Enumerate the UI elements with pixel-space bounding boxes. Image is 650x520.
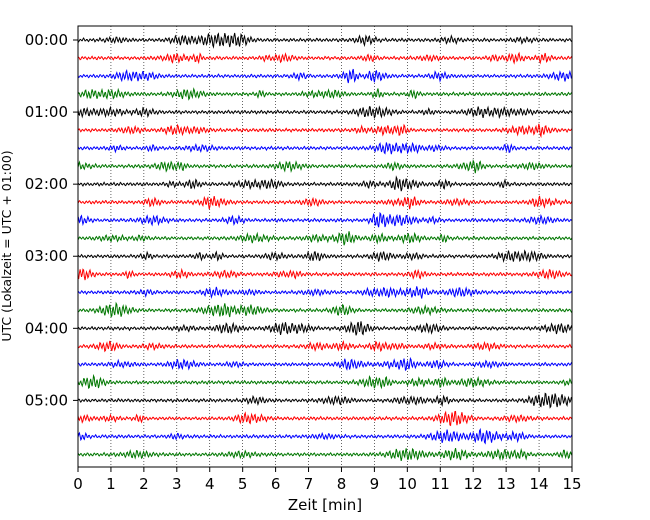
trace-line — [77, 373, 573, 390]
trace-line — [77, 32, 573, 49]
y-axis-ticks: 00:00 01:00 02:00 03:00 04:00 05:00 — [25, 31, 78, 409]
x-tick-label: 15 — [562, 475, 581, 493]
y-tick-label: 02:00 — [25, 175, 68, 193]
x-tick-label: 14 — [530, 475, 549, 493]
trace-line — [77, 211, 573, 228]
y-tick-label: 04:00 — [25, 319, 68, 337]
x-axis-ticks: 0 1 2 3 4 5 6 7 8 9 10 11 12 13 14 15 — [73, 467, 582, 493]
trace-line — [77, 159, 573, 174]
x-tick-label: 2 — [139, 475, 149, 493]
plot-frame — [77, 25, 573, 468]
trace-line — [77, 141, 573, 155]
trace-line — [77, 286, 573, 300]
trace-line — [77, 267, 573, 281]
y-tick-label: 00:00 — [25, 31, 68, 49]
trace-line — [77, 175, 573, 192]
trace-line — [77, 392, 573, 409]
x-tick-label: 8 — [337, 475, 347, 493]
trace-line — [77, 340, 573, 353]
trace-line — [77, 231, 573, 246]
x-tick-label: 9 — [370, 475, 380, 493]
y-tick-label: 03:00 — [25, 247, 68, 265]
y-tick-label: 05:00 — [25, 391, 68, 409]
trace-line — [77, 249, 573, 263]
x-tick-label: 0 — [73, 475, 83, 493]
trace-line — [77, 51, 573, 65]
x-tick-label: 1 — [106, 475, 116, 493]
trace-line — [77, 410, 573, 427]
trace-line — [77, 447, 573, 461]
x-tick-label: 3 — [172, 475, 182, 493]
x-axis-label: Zeit [min] — [288, 496, 362, 514]
trace-line — [77, 105, 573, 120]
trace-line — [77, 68, 573, 84]
x-tick-label: 13 — [497, 475, 516, 493]
seismic-traces — [77, 32, 573, 461]
y-tick-label: 01:00 — [25, 103, 68, 121]
x-tick-label: 12 — [464, 475, 483, 493]
trace-line — [77, 356, 573, 372]
trace-line — [77, 87, 573, 101]
y-axis-label: UTC (Lokalzeit = UTC + 01:00) — [0, 150, 14, 341]
x-tick-label: 11 — [431, 475, 450, 493]
x-tick-label: 6 — [271, 475, 281, 493]
trace-line — [77, 427, 573, 445]
x-tick-label: 10 — [398, 475, 417, 493]
trace-line — [77, 195, 573, 210]
x-tick-label: 7 — [304, 475, 314, 493]
trace-line — [77, 123, 573, 139]
trace-line — [77, 301, 573, 318]
x-tick-label: 5 — [238, 475, 248, 493]
trace-line — [77, 320, 573, 336]
x-tick-label: 4 — [205, 475, 215, 493]
